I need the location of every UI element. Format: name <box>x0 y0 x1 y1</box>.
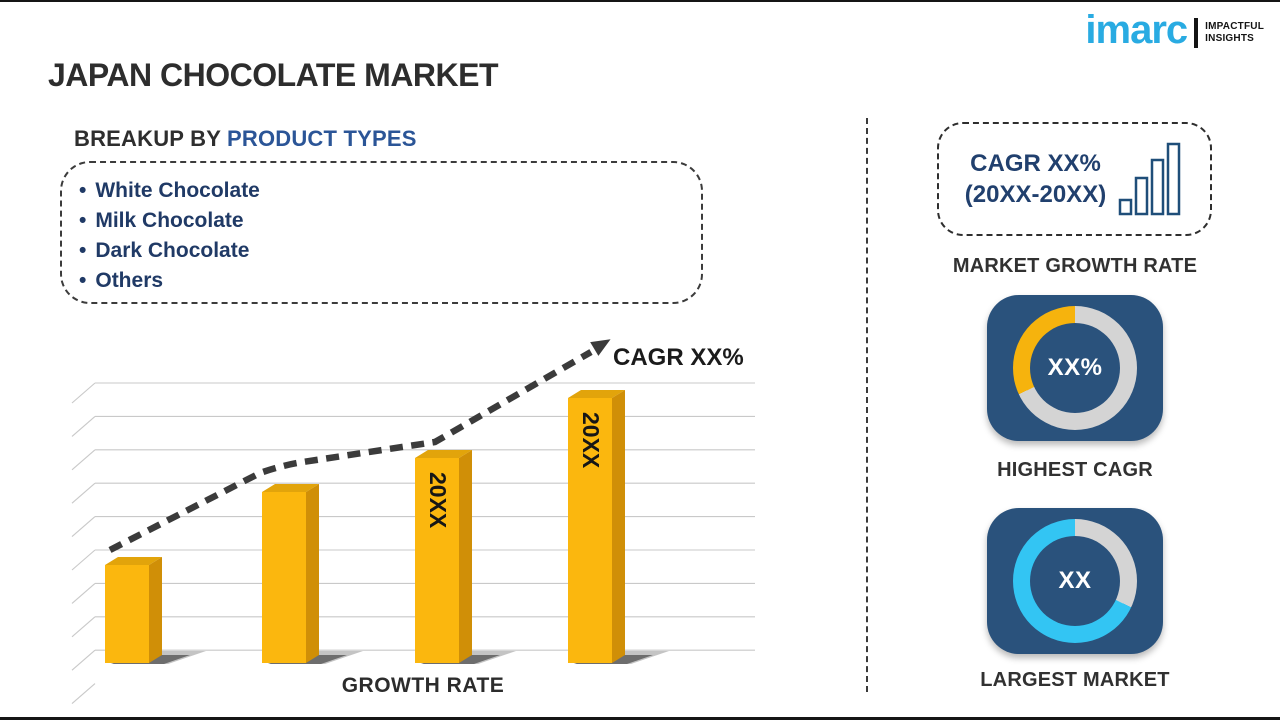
breakup-heading-highlight: PRODUCT TYPES <box>226 126 417 151</box>
bar-front-face <box>262 492 306 663</box>
list-item-label: Milk Chocolate <box>95 209 244 232</box>
product-types-box: • White Chocolate • Milk Chocolate • Dark C… <box>60 161 703 304</box>
bar-chart-icon <box>1118 142 1181 216</box>
trend-arrowhead-icon <box>590 339 611 356</box>
list-item-label: Dark Chocolate <box>95 239 250 262</box>
page-title: JAPAN CHOCOLATE MARKET <box>48 57 499 93</box>
chart-xlabel: GROWTH RATE <box>342 674 505 697</box>
list-item: • Milk Chocolate <box>79 206 701 236</box>
bullet-icon: • <box>79 179 87 202</box>
bar-year-label: 20XX <box>578 412 604 469</box>
product-types-list: • White Chocolate • Milk Chocolate • Dark C… <box>62 176 701 296</box>
bar-top-face <box>262 484 319 492</box>
bar-side-face <box>306 484 319 663</box>
list-item: • Others <box>79 266 701 296</box>
largest-market-panel: XX <box>987 508 1163 654</box>
list-item: • White Chocolate <box>79 176 701 206</box>
cagr-period-line: (20XX-20XX) <box>964 181 1107 208</box>
logo-tagline-line1: IMPACTFUL <box>1205 21 1264 32</box>
trend-arrow-line <box>108 349 593 553</box>
list-item-label: Others <box>95 269 164 292</box>
highest-cagr-donut: XX% <box>1013 306 1137 430</box>
largest-market-value: XX <box>1058 567 1092 594</box>
market-growth-caption: MARKET GROWTH RATE <box>952 255 1198 277</box>
logo-tagline: IMPACTFUL INSIGHTS <box>1205 21 1264 45</box>
vertical-divider <box>866 118 868 692</box>
bar-front-face <box>105 565 149 663</box>
bullet-icon: • <box>79 239 87 262</box>
bullet-icon: • <box>79 269 87 292</box>
largest-market-donut: XX <box>1013 519 1137 643</box>
breakup-heading-prefix: BREAKUP BY <box>74 126 227 151</box>
donut-center: XX% <box>1030 323 1120 413</box>
cagr-text: CAGR XX% (20XX-20XX) <box>965 148 1106 210</box>
logo-divider-bar <box>1194 18 1199 48</box>
list-item-label: White Chocolate <box>95 179 260 202</box>
imarc-logo-text: imarc <box>1085 8 1188 52</box>
highest-cagr-caption: HIGHEST CAGR <box>997 459 1153 481</box>
breakup-heading: BREAKUP BY PRODUCT TYPES <box>74 126 417 152</box>
bar-front-face <box>568 398 612 663</box>
chart-bars: 20XX 20XX <box>105 390 669 664</box>
bar-top-face <box>105 557 162 565</box>
highest-cagr-value: XX% <box>1047 354 1103 381</box>
imarc-logo: imarc IMPACTFUL INSIGHTS <box>1085 10 1264 50</box>
bar-front-face <box>415 458 459 663</box>
bar-top-face <box>568 390 625 398</box>
highest-cagr-panel: XX% <box>987 295 1163 441</box>
bullet-icon: • <box>79 209 87 232</box>
bar-side-face <box>612 390 625 663</box>
bar-side-face <box>149 557 162 663</box>
bar-side-face <box>459 450 472 663</box>
logo-tagline-line2: INSIGHTS <box>1205 33 1254 44</box>
bar-year-label: 20XX <box>425 472 451 529</box>
bottom-border-line <box>0 717 1280 720</box>
market-growth-box: CAGR XX% (20XX-20XX) <box>937 122 1212 236</box>
bar-top-face <box>415 450 472 458</box>
cagr-value-line: CAGR XX% <box>970 149 1101 177</box>
largest-market-caption: LARGEST MARKET <box>980 669 1170 691</box>
trend-label: CAGR XX% <box>613 344 744 371</box>
list-item: • Dark Chocolate <box>79 236 701 266</box>
top-border-line <box>0 0 1280 2</box>
growth-rate-bar-chart: 20XX 20XX CAGR XX% GROWTH RATE <box>71 339 755 705</box>
donut-center: XX <box>1030 536 1120 626</box>
